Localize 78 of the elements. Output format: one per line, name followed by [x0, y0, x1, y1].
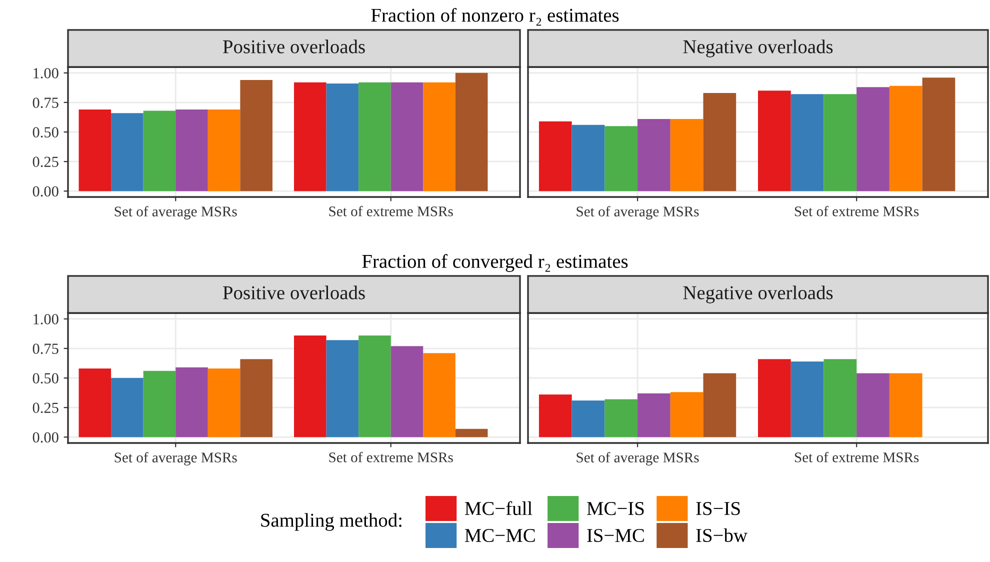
x-tick-label: Set of average MSRs: [114, 452, 237, 466]
bar: [856, 373, 890, 438]
bar: [240, 359, 272, 438]
bar: [78, 110, 112, 192]
bar: [143, 110, 176, 192]
y-tick-label: 0.00: [32, 186, 58, 197]
y-tick-label: 1.00: [34, 314, 58, 324]
bar: [111, 113, 144, 192]
bar: [208, 110, 240, 192]
bar: [824, 94, 857, 192]
legend-label: IS−IS: [696, 502, 740, 516]
y-tick-label: 0.75: [32, 344, 58, 354]
bar: [790, 361, 824, 438]
x-tick-label: Set of average MSRs: [576, 206, 699, 220]
bar: [670, 119, 704, 192]
x-tick-label: Set of extreme MSRs: [329, 452, 453, 462]
bar: [538, 394, 572, 438]
y-tick-label: 1.00: [34, 68, 58, 78]
bar: [856, 87, 890, 192]
bar: [240, 80, 272, 192]
bar: [758, 359, 791, 438]
chart-subtitle: Positive overloads: [223, 286, 365, 300]
x-tick-label: Set of extreme MSRs: [794, 206, 919, 216]
chart-subtitle: Negative overloads: [683, 40, 833, 58]
bar: [143, 370, 176, 438]
bar: [572, 400, 605, 438]
bar: [390, 346, 424, 438]
bar: [703, 93, 736, 192]
chart-subtitle: Negative overloads: [683, 286, 833, 304]
bar: [455, 72, 488, 192]
bar: [758, 90, 791, 192]
bar: [358, 82, 391, 192]
legend-label: MC−MC: [464, 528, 535, 542]
legend-label: IS−bw: [696, 528, 748, 542]
bar: [423, 82, 456, 192]
bar: [294, 335, 326, 438]
x-tick-label: Set of extreme MSRs: [794, 452, 919, 462]
bar: [111, 378, 144, 438]
legend-label: IS−MC: [587, 528, 644, 542]
bar: [423, 353, 456, 438]
bar: [358, 335, 391, 438]
bar: [790, 94, 824, 192]
legend-title: Sampling method:: [261, 513, 402, 531]
x-tick-label: Set of average MSRs: [576, 452, 699, 466]
bar: [326, 340, 359, 438]
bar: [889, 86, 922, 192]
bar: [604, 399, 638, 438]
chart-title: Fraction of nonzero r₂ estimates: [371, 8, 619, 26]
y-tick-label: 0.50: [32, 373, 58, 384]
chart-title: Fraction of converged r₂ estimates: [362, 254, 628, 272]
bar: [572, 124, 605, 192]
chart-subtitle: Positive overloads: [223, 40, 365, 54]
bar: [455, 428, 488, 438]
bar: [538, 121, 572, 192]
bar: [670, 392, 704, 438]
bar: [922, 78, 956, 192]
y-tick-label: 0.25: [32, 402, 58, 414]
y-tick-label: 0.00: [32, 432, 58, 443]
x-tick-label: Set of extreme MSRs: [329, 206, 453, 216]
bar: [638, 393, 670, 438]
bar: [703, 373, 736, 438]
bar: [78, 368, 112, 438]
bar: [176, 110, 208, 192]
legend-label: MC−full: [464, 501, 532, 516]
bar: [326, 84, 359, 192]
x-tick-label: Set of average MSRs: [114, 206, 237, 220]
bar: [294, 82, 326, 192]
y-tick-label: 0.75: [32, 98, 58, 108]
y-tick-label: 0.25: [32, 156, 58, 168]
y-tick-label: 0.50: [32, 127, 58, 138]
bar: [604, 126, 638, 192]
bar: [208, 368, 240, 438]
legend-label: MC−IS: [586, 502, 644, 516]
bar: [638, 119, 670, 192]
bar: [390, 82, 424, 192]
bar: [824, 359, 857, 438]
bar: [889, 373, 922, 438]
bar: [176, 367, 208, 438]
